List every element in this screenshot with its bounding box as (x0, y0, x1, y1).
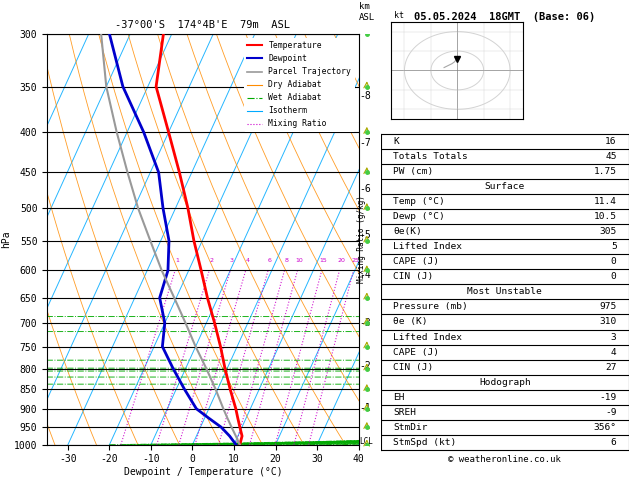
Text: Pressure (mb): Pressure (mb) (393, 302, 468, 312)
Text: CAPE (J): CAPE (J) (393, 257, 439, 266)
Text: -5: -5 (359, 229, 370, 240)
Text: 6: 6 (268, 258, 272, 262)
Text: 20: 20 (337, 258, 345, 262)
Text: 3: 3 (611, 332, 616, 342)
Text: StmSpd (kt): StmSpd (kt) (393, 438, 456, 447)
Text: kt: kt (394, 11, 404, 20)
Text: Temp (°C): Temp (°C) (393, 197, 445, 206)
Text: Mixing Ratio (g/kg): Mixing Ratio (g/kg) (357, 195, 365, 283)
Text: 356°: 356° (594, 423, 616, 432)
Text: 0: 0 (611, 257, 616, 266)
Text: km
ASL: km ASL (359, 2, 375, 22)
Text: 2: 2 (209, 258, 213, 262)
Text: 16: 16 (605, 137, 616, 146)
Text: -2: -2 (359, 362, 370, 371)
Text: θe (K): θe (K) (393, 317, 428, 327)
Text: Hodograph: Hodograph (479, 378, 531, 387)
Text: PW (cm): PW (cm) (393, 167, 433, 176)
Text: CAPE (J): CAPE (J) (393, 347, 439, 357)
Text: 11.4: 11.4 (594, 197, 616, 206)
Text: SREH: SREH (393, 408, 416, 417)
Text: -8: -8 (359, 91, 370, 101)
Text: Totals Totals: Totals Totals (393, 152, 468, 161)
Text: 305: 305 (599, 227, 616, 236)
Text: Lifted Index: Lifted Index (393, 332, 462, 342)
Text: -9: -9 (605, 408, 616, 417)
Text: -4: -4 (359, 270, 370, 280)
Text: 310: 310 (599, 317, 616, 327)
Text: -3: -3 (359, 318, 370, 328)
Text: 15: 15 (320, 258, 327, 262)
Text: 6: 6 (611, 438, 616, 447)
Text: 1.75: 1.75 (594, 167, 616, 176)
Text: 975: 975 (599, 302, 616, 312)
Text: 45: 45 (605, 152, 616, 161)
Text: 05.05.2024  18GMT  (Base: 06): 05.05.2024 18GMT (Base: 06) (414, 12, 596, 22)
Text: 4: 4 (611, 347, 616, 357)
Text: 4: 4 (245, 258, 249, 262)
Text: -6: -6 (359, 184, 370, 194)
Text: -1: -1 (359, 403, 370, 413)
Text: 10.5: 10.5 (594, 212, 616, 221)
Text: LCL: LCL (359, 437, 373, 446)
Text: 8: 8 (284, 258, 288, 262)
Text: CIN (J): CIN (J) (393, 363, 433, 372)
Text: 25: 25 (351, 258, 359, 262)
Y-axis label: hPa: hPa (1, 230, 11, 248)
Text: θe(K): θe(K) (393, 227, 421, 236)
Text: © weatheronline.co.uk: © weatheronline.co.uk (448, 455, 561, 464)
Text: 3: 3 (230, 258, 234, 262)
Text: 1: 1 (175, 258, 179, 262)
Text: -37°00'S  174°4B'E  79m  ASL: -37°00'S 174°4B'E 79m ASL (115, 20, 291, 30)
Text: K: K (393, 137, 399, 146)
Text: Most Unstable: Most Unstable (467, 287, 542, 296)
Text: Lifted Index: Lifted Index (393, 242, 462, 251)
Text: 10: 10 (295, 258, 303, 262)
Text: -7: -7 (359, 138, 370, 148)
Text: EH: EH (393, 393, 404, 402)
Text: 5: 5 (611, 242, 616, 251)
Text: Surface: Surface (485, 182, 525, 191)
Text: StmDir: StmDir (393, 423, 428, 432)
Text: -19: -19 (599, 393, 616, 402)
Text: CIN (J): CIN (J) (393, 272, 433, 281)
X-axis label: Dewpoint / Temperature (°C): Dewpoint / Temperature (°C) (123, 467, 282, 477)
Text: 27: 27 (605, 363, 616, 372)
Text: 0: 0 (611, 272, 616, 281)
Text: Dewp (°C): Dewp (°C) (393, 212, 445, 221)
Legend: Temperature, Dewpoint, Parcel Trajectory, Dry Adiabat, Wet Adiabat, Isotherm, Mi: Temperature, Dewpoint, Parcel Trajectory… (244, 38, 355, 132)
